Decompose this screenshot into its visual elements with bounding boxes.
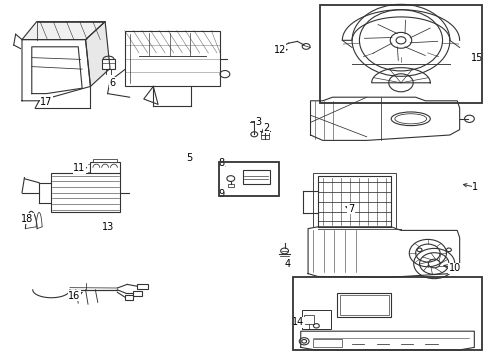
Bar (337, 293, 390, 317)
Bar (320, 5, 481, 103)
Bar (293, 277, 481, 350)
Bar (93, 159, 117, 162)
Text: 7: 7 (347, 204, 353, 214)
Text: 11: 11 (73, 163, 85, 173)
Text: 6: 6 (109, 78, 115, 88)
Text: 15: 15 (469, 53, 482, 63)
Text: 3: 3 (255, 117, 261, 127)
Bar (312, 339, 342, 347)
Polygon shape (310, 97, 459, 140)
Text: 2: 2 (263, 123, 269, 133)
Bar (243, 170, 269, 184)
Text: 5: 5 (186, 153, 192, 163)
Text: 1: 1 (471, 182, 477, 192)
Polygon shape (371, 68, 429, 83)
Polygon shape (22, 22, 105, 40)
Text: 12: 12 (273, 45, 285, 55)
Polygon shape (300, 331, 473, 350)
Text: 9: 9 (218, 189, 224, 199)
Bar (124, 31, 220, 86)
Bar (124, 295, 133, 300)
Polygon shape (22, 40, 90, 101)
Text: 14: 14 (291, 317, 304, 327)
Bar (90, 162, 120, 174)
Bar (133, 291, 142, 296)
Text: 8: 8 (218, 158, 224, 168)
Bar (301, 310, 330, 329)
Bar (339, 295, 388, 315)
Bar (219, 162, 278, 196)
Polygon shape (85, 22, 110, 86)
Polygon shape (342, 10, 459, 40)
Text: 10: 10 (447, 263, 460, 273)
Bar (102, 59, 115, 69)
Text: 17: 17 (40, 96, 53, 107)
Text: 16: 16 (68, 291, 81, 301)
Bar (51, 173, 120, 212)
Text: 4: 4 (284, 258, 290, 269)
Polygon shape (317, 176, 390, 227)
Bar (312, 173, 395, 230)
Text: 18: 18 (21, 214, 34, 224)
Polygon shape (307, 227, 459, 277)
Bar (137, 284, 147, 289)
Text: 13: 13 (101, 222, 114, 232)
Bar (304, 315, 313, 324)
Bar (227, 184, 233, 187)
Bar (261, 131, 268, 139)
